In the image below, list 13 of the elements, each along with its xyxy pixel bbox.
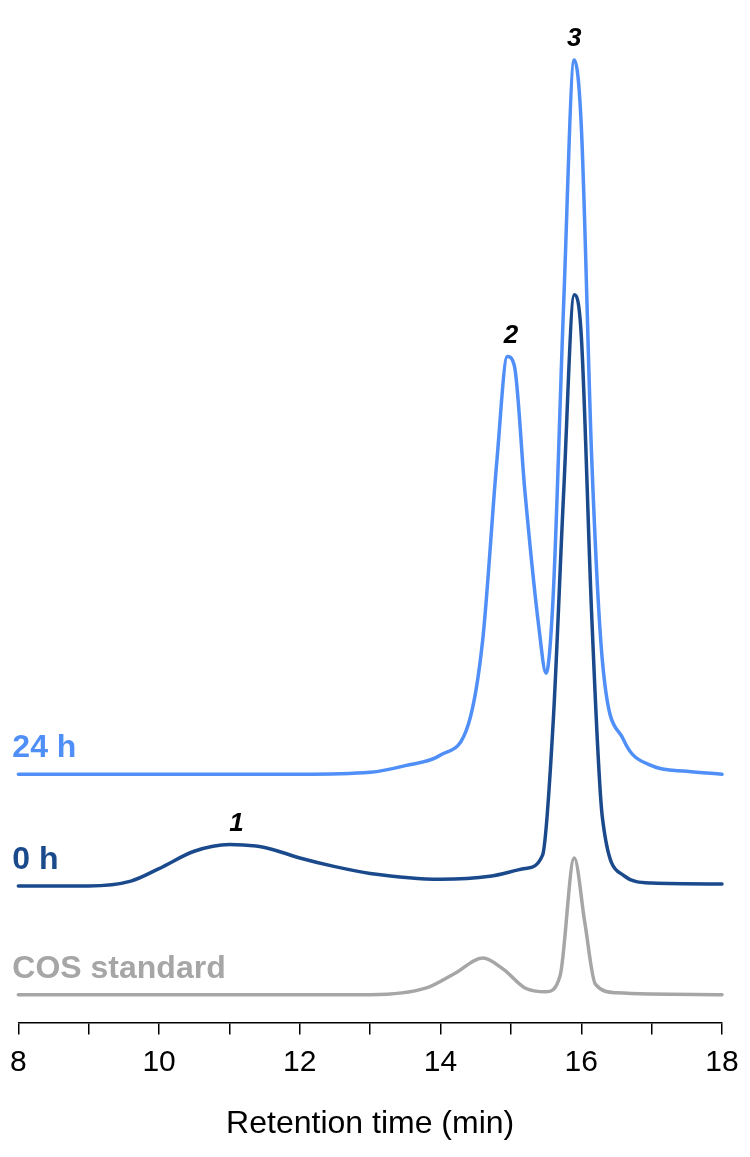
annotation: 2	[502, 318, 519, 349]
x-tick-label: 16	[564, 1043, 598, 1077]
annotation: 3	[567, 22, 582, 53]
x-tick-label: 10	[142, 1043, 176, 1077]
annotation: 1	[229, 806, 244, 837]
series-label: 0 h	[12, 839, 59, 876]
series-label: 24 h	[12, 728, 77, 765]
series-label: COS standard	[12, 948, 226, 985]
x-tick-label: 8	[10, 1043, 27, 1077]
x-tick-label: 14	[423, 1043, 458, 1077]
x-tick-label: 12	[283, 1043, 317, 1077]
x-axis-title: Retention time (min)	[226, 1103, 515, 1140]
x-tick-label: 18	[705, 1043, 739, 1077]
